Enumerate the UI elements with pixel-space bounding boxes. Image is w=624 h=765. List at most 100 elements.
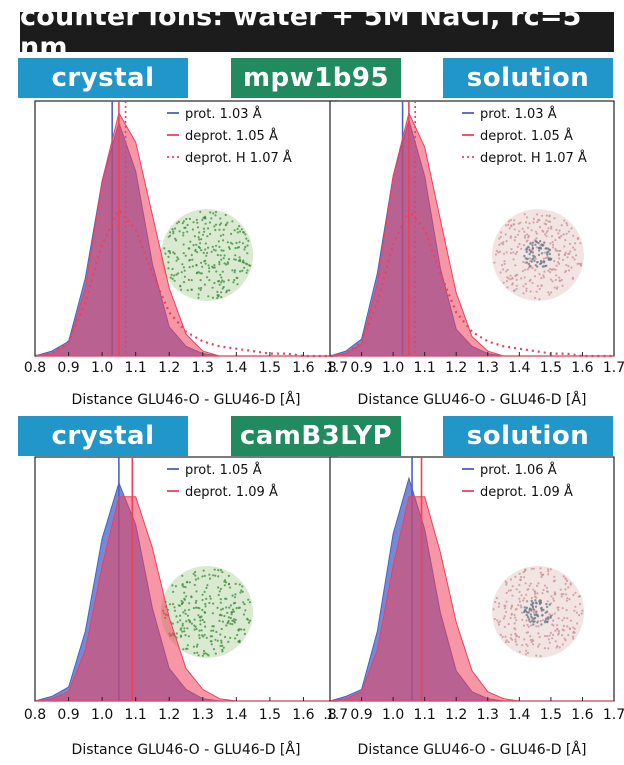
sphere-dot (547, 220, 550, 223)
sphere-dot (179, 619, 182, 622)
sphere-dot (171, 603, 175, 606)
x-tick-label: 1.1 (125, 707, 147, 723)
sphere-dot (163, 247, 166, 250)
sphere-dot (514, 632, 517, 635)
legend-label: deprot. 1.09 Å (185, 484, 278, 500)
sphere-dot (513, 613, 516, 617)
sphere-dot (528, 222, 531, 225)
sphere-dot (173, 279, 176, 282)
sphere-dot (553, 286, 556, 289)
sphere-dot (509, 252, 512, 255)
sphere-dot (183, 597, 186, 600)
sphere-dot (573, 258, 576, 261)
sphere-dot (232, 610, 235, 613)
sphere-dot (190, 279, 193, 282)
sphere-dot (226, 611, 229, 615)
sphere-dot (232, 281, 235, 284)
sphere-dot (526, 233, 529, 236)
sphere-dot (513, 627, 516, 630)
sphere-dot (578, 614, 581, 617)
sphere-dot (548, 215, 551, 218)
sphere-dot (201, 233, 205, 236)
sphere-dot (193, 235, 196, 238)
sphere-dot (208, 577, 212, 580)
sphere-dot (233, 269, 237, 272)
sphere-dot (495, 597, 498, 600)
sphere-dot (206, 584, 209, 587)
sphere-dot (203, 611, 206, 614)
sphere-dot (566, 224, 569, 227)
sphere-dot (535, 232, 538, 235)
sphere-dot (534, 230, 538, 233)
sphere-dot (238, 241, 241, 244)
sphere-dot (227, 640, 230, 644)
sphere-dot (228, 289, 231, 292)
sphere-dot (503, 260, 506, 263)
sphere-dot (511, 585, 514, 588)
sphere-dot (220, 249, 223, 252)
protein-dot (550, 257, 553, 261)
sphere-dot (185, 595, 188, 598)
protein-dot (531, 251, 534, 254)
sphere-dot (221, 607, 224, 610)
sphere-dot (175, 632, 178, 635)
sphere-dot (530, 624, 533, 627)
sphere-dot (575, 611, 579, 614)
protein-dot (525, 261, 528, 264)
sphere-dot (219, 254, 222, 257)
sphere-dot (511, 594, 514, 597)
sphere-dot (510, 633, 513, 636)
legend-label: prot. 1.03 Å (185, 106, 262, 122)
sphere-dot (505, 610, 508, 614)
sphere-dot (192, 607, 195, 610)
sphere-dot (506, 268, 509, 271)
sphere-dot (502, 243, 505, 246)
sphere-dot (513, 239, 516, 242)
x-tick-label: .8 (323, 707, 336, 723)
sphere-dot (192, 572, 195, 576)
sphere-dot (206, 276, 209, 279)
sphere-dot (532, 639, 535, 642)
x-tick-label: 0.9 (57, 707, 79, 723)
protein-dot (545, 251, 549, 254)
crystal-sphere (161, 566, 253, 658)
sphere-dot (562, 575, 565, 578)
sphere-dot (241, 242, 245, 245)
sphere-dot (212, 212, 215, 215)
sphere-dot (533, 275, 537, 278)
sphere-dot (549, 278, 553, 281)
sphere-dot (552, 580, 555, 583)
sphere-dot (500, 231, 503, 234)
sphere-dot (246, 263, 249, 266)
sphere-dot (512, 258, 515, 261)
sphere-dot (559, 588, 562, 591)
sphere-dot (545, 231, 548, 234)
sphere-dot (236, 231, 239, 234)
sphere-dot (535, 246, 539, 249)
sphere-dot (221, 644, 224, 647)
sphere-dot (229, 636, 232, 640)
x-tick-label: 1.1 (414, 360, 436, 376)
protein-dot (541, 614, 544, 617)
sphere-dot (226, 221, 229, 224)
sphere-dot (225, 289, 229, 292)
sphere-dot (553, 217, 556, 220)
label-method-row2: camB3LYP (231, 416, 401, 456)
sphere-dot (213, 568, 216, 571)
protein-dot (536, 621, 539, 624)
sphere-dot (177, 272, 180, 275)
sphere-dot (182, 252, 185, 255)
sphere-dot (201, 618, 204, 622)
sphere-dot (515, 643, 518, 646)
sphere-dot (554, 249, 558, 252)
protein-dot (544, 617, 548, 620)
sphere-dot (188, 258, 192, 262)
protein-dot (530, 260, 533, 263)
sphere-dot (557, 232, 560, 235)
sphere-dot (184, 586, 187, 589)
sphere-dot (175, 239, 178, 242)
sphere-dot (541, 619, 544, 622)
sphere-dot (522, 292, 525, 295)
sphere-dot (532, 221, 535, 224)
sphere-dot (208, 595, 212, 598)
